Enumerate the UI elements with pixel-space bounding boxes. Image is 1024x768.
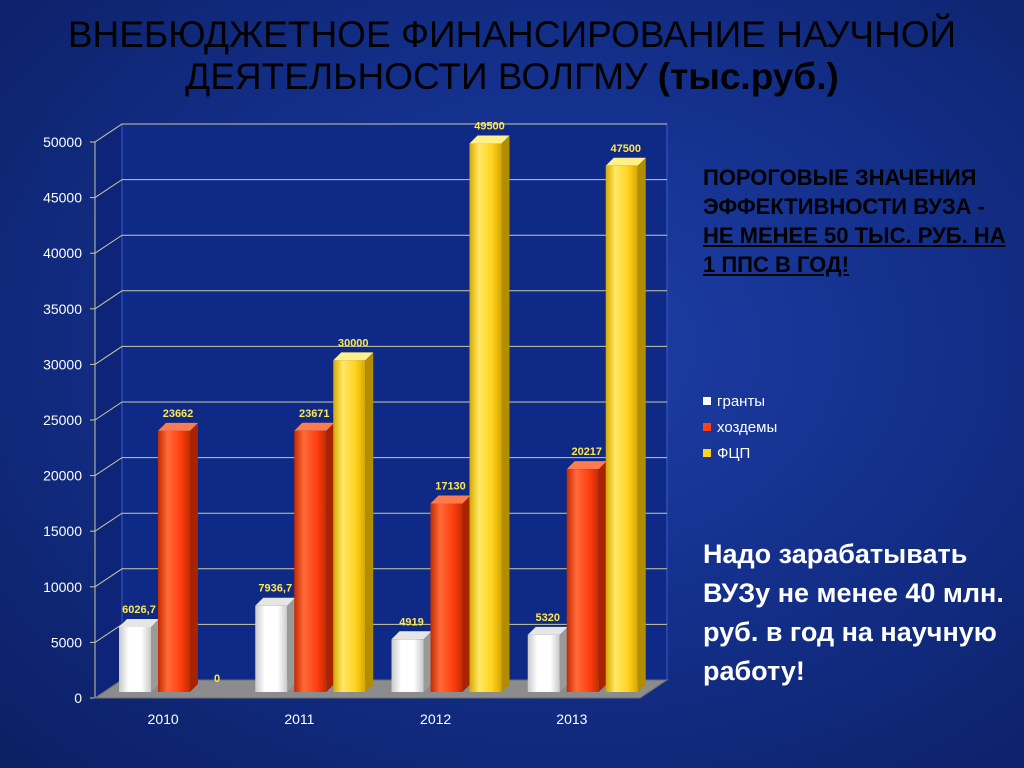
data-label: 47500 <box>610 143 641 155</box>
bar-front <box>430 503 463 692</box>
bar-top <box>469 135 510 144</box>
bar-side <box>365 352 374 692</box>
title-line-2-wrapper: ДЕЯТЕЛЬНОСТИ ВОЛГМУ (тыс.руб.) <box>0 56 1024 98</box>
data-label: 20217 <box>571 446 602 458</box>
bar-front <box>469 143 502 692</box>
data-label: 6026,7 <box>122 604 156 616</box>
chart-floor <box>93 679 669 699</box>
bar-0-0 <box>119 618 159 692</box>
bar-front <box>566 469 599 692</box>
bar-0-2 <box>391 631 432 692</box>
bar-1-3 <box>566 461 607 692</box>
x-category-label: 2010 <box>148 711 179 727</box>
data-label: 4919 <box>399 616 423 628</box>
bar-side <box>559 626 568 692</box>
title-line-1: ВНЕБЮДЖЕТНОЕ ФИНАНСИРОВАНИЕ НАУЧНОЙ <box>67 14 957 55</box>
bar-top <box>527 626 568 635</box>
y-tick-label: 45000 <box>43 190 82 206</box>
bar-1-2 <box>430 495 471 692</box>
bar-2-1 <box>333 352 374 692</box>
bar-0-1 <box>255 597 296 692</box>
slide-title: ВНЕБЮДЖЕТНОЕ ФИНАНСИРОВАНИЕ НАУЧНОЙ ДЕЯТ… <box>0 14 1024 98</box>
bar-side <box>598 461 607 692</box>
legend-item: ФЦП <box>703 440 777 466</box>
data-label: 23671 <box>299 408 330 420</box>
y-tick-label: 30000 <box>43 356 82 372</box>
legend-label: ФЦП <box>717 444 751 462</box>
legend-swatch <box>703 397 711 405</box>
bar-0-3 <box>527 626 568 692</box>
bar-side <box>287 597 296 692</box>
bar-front <box>391 639 424 692</box>
title-unit: (тыс.руб.) <box>657 56 839 97</box>
data-label: 0 <box>214 673 220 685</box>
y-tick-label: 0 <box>74 690 82 706</box>
bar-top <box>294 422 335 431</box>
bar-side <box>501 135 510 692</box>
bar-top <box>333 352 374 361</box>
y-tick-label: 20000 <box>43 468 82 484</box>
bar-front <box>255 605 288 692</box>
title-line-2: ДЕЯТЕЛЬНОСТИ ВОЛГМУ <box>185 56 648 97</box>
bar-top <box>158 422 198 431</box>
bar-top <box>391 631 432 640</box>
bar-side <box>151 618 159 692</box>
x-category-label: 2012 <box>420 711 451 727</box>
bar-front <box>158 430 190 692</box>
bar-1-0 <box>158 422 198 692</box>
bar-top <box>605 157 646 166</box>
y-tick-label: 35000 <box>43 301 82 317</box>
data-label: 23662 <box>163 408 194 420</box>
bar-top <box>255 597 296 606</box>
legend-swatch <box>703 449 711 457</box>
bar-top <box>566 461 607 470</box>
bar-front <box>527 634 560 692</box>
revenue-note: Надо зарабатывать ВУЗу не менее 40 млн. … <box>703 539 1004 686</box>
data-label: 7936,7 <box>258 583 292 595</box>
bar-top <box>119 618 159 627</box>
legend-label: хоздемы <box>717 418 778 436</box>
bar-2-2 <box>469 135 510 692</box>
bar-front <box>333 360 366 692</box>
x-category-label: 2011 <box>284 711 314 727</box>
bar-front <box>605 165 638 693</box>
bar-2-3 <box>605 157 646 693</box>
threshold-prefix: ПОРОГОВЫЕ ЗНАЧЕНИЯ ЭФФЕКТИВНОСТИ ВУЗА - <box>703 165 985 219</box>
bar-side <box>190 422 198 692</box>
gridline <box>94 123 667 143</box>
legend-item: хоздемы <box>703 414 777 440</box>
bar-side <box>637 157 646 693</box>
bar-front <box>119 626 151 692</box>
y-tick-label: 10000 <box>43 579 82 595</box>
threshold-emphasis: НЕ МЕНЕЕ 50 ТЫС. РУБ. НА 1 ППС В ГОД! <box>703 223 1006 277</box>
x-category-label: 2013 <box>556 711 587 727</box>
legend-swatch <box>703 423 711 431</box>
legend-item: гранты <box>703 388 777 414</box>
bar-front <box>294 430 327 692</box>
legend-label: гранты <box>717 392 766 410</box>
y-tick-label: 25000 <box>43 412 82 428</box>
bar-side <box>462 495 471 692</box>
bar-side <box>423 631 432 692</box>
data-label: 49500 <box>474 121 505 133</box>
y-tick-label: 50000 <box>43 134 82 150</box>
bar-1-1 <box>294 422 335 692</box>
chart-legend: гранты хоздемы ФЦП <box>703 388 777 466</box>
data-label: 30000 <box>338 337 369 349</box>
bar-top <box>430 495 471 504</box>
y-tick-label: 5000 <box>51 634 82 650</box>
y-tick-label: 40000 <box>43 245 82 261</box>
data-label: 17130 <box>435 481 466 493</box>
data-label: 5320 <box>536 612 560 624</box>
y-tick-label: 15000 <box>43 523 82 539</box>
bar-side <box>326 422 335 692</box>
threshold-text: ПОРОГОВЫЕ ЗНАЧЕНИЯ ЭФФЕКТИВНОСТИ ВУЗА - … <box>703 163 1013 279</box>
